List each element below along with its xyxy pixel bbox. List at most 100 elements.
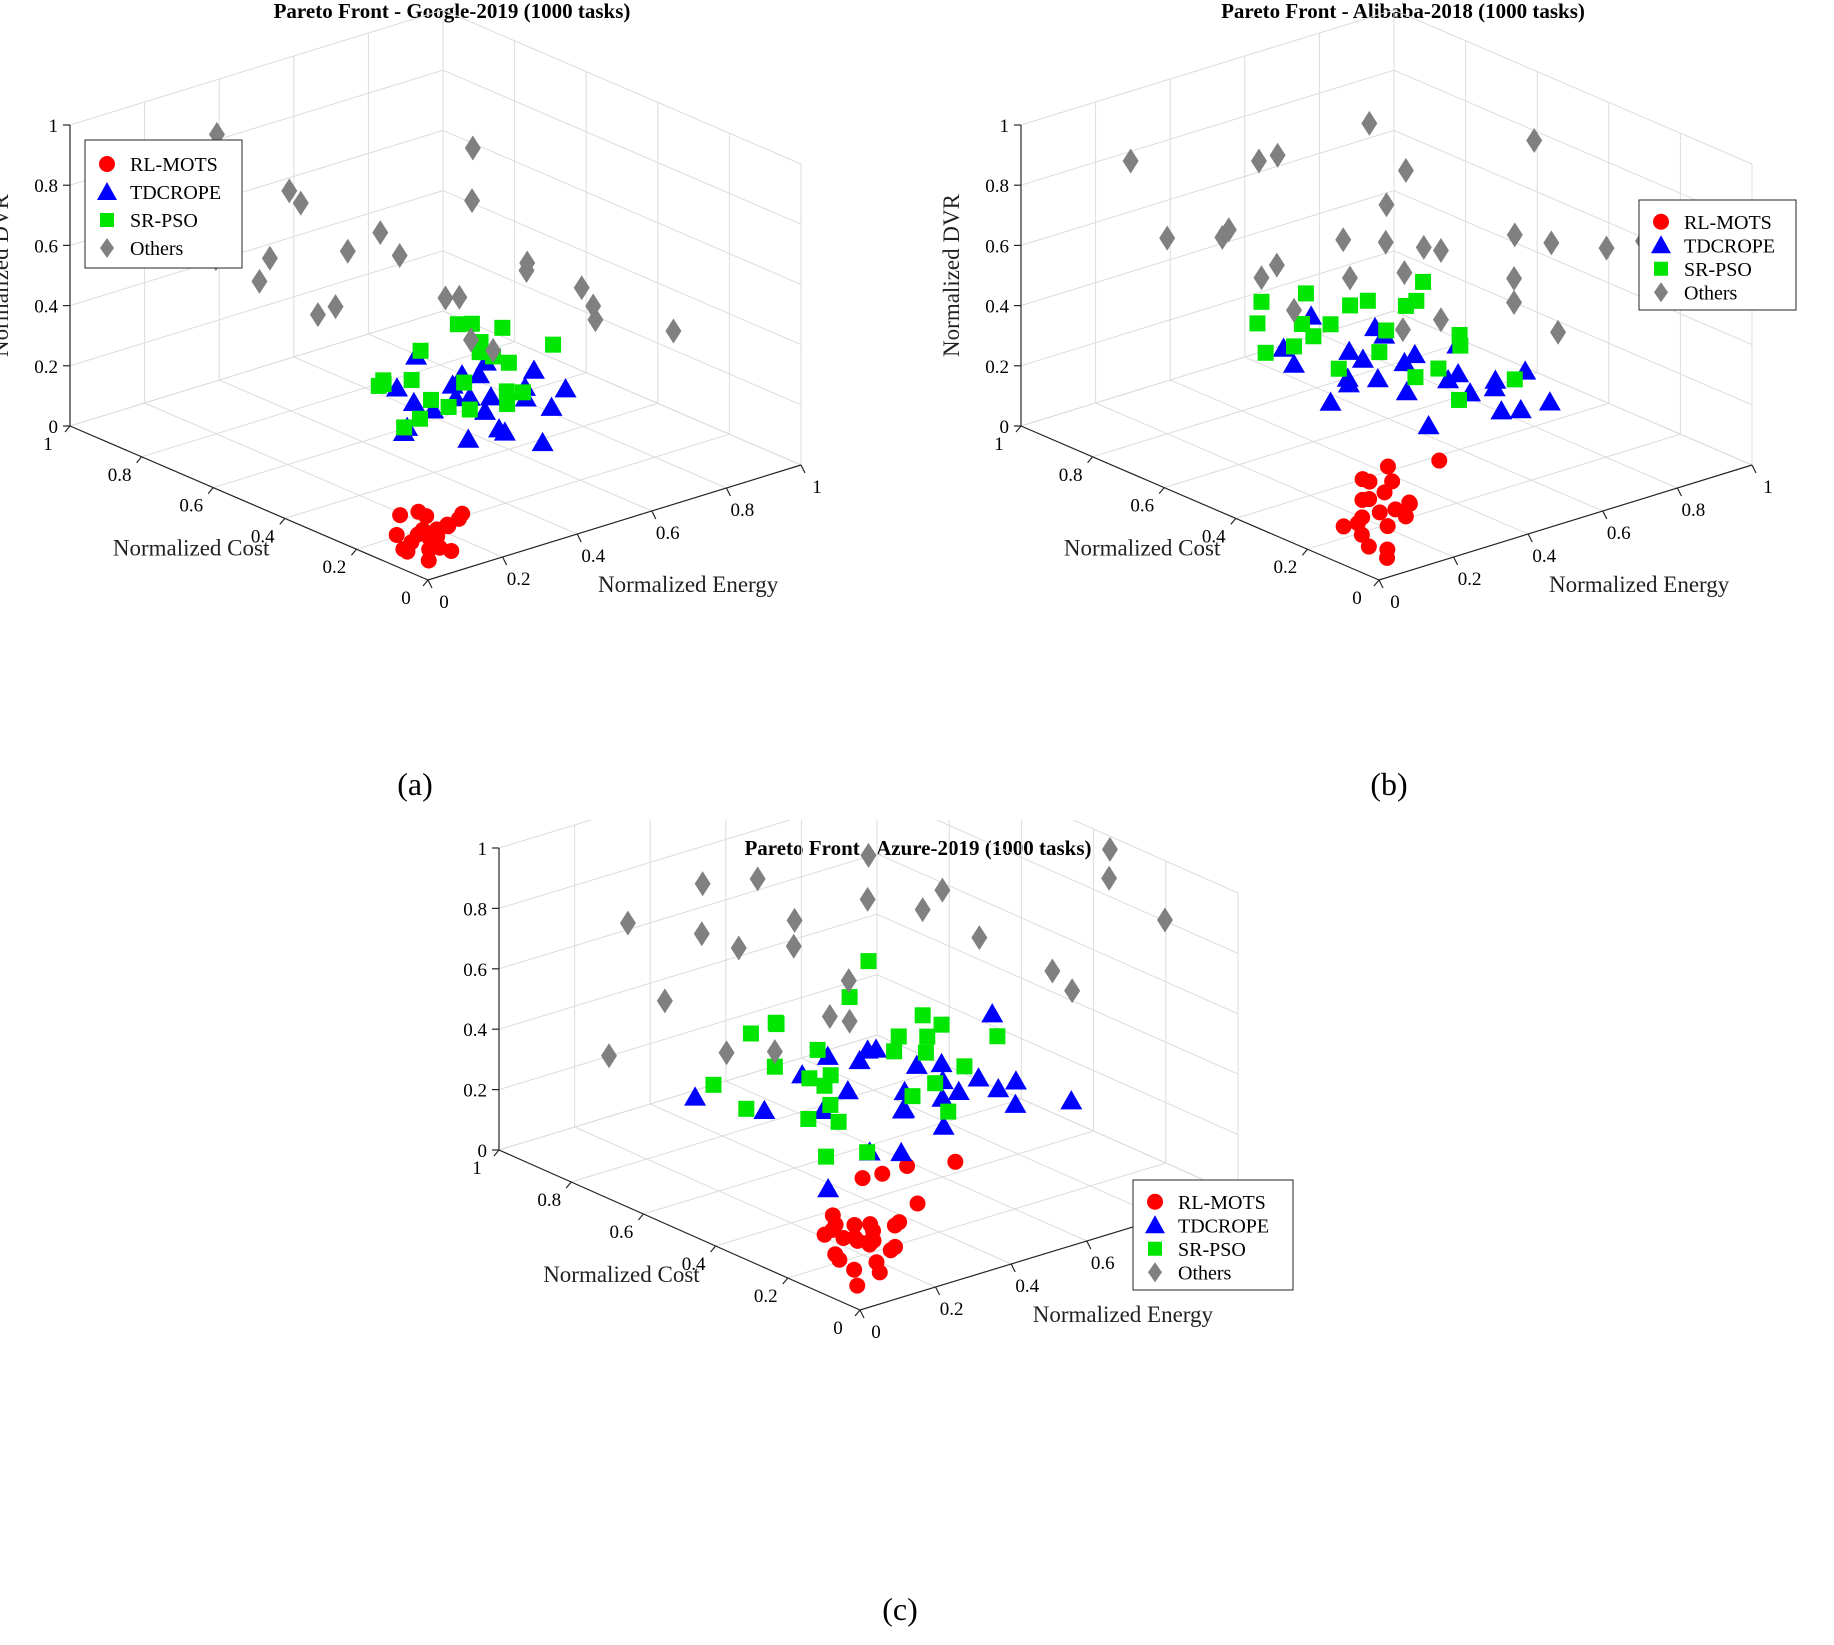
legend-marker-sr-pso — [100, 213, 114, 227]
others-point — [1378, 192, 1395, 218]
z-tick-label: 1 — [478, 839, 488, 860]
z-tick-label: 0 — [478, 1141, 488, 1162]
others-point — [1044, 958, 1061, 984]
tdcrope-point — [1403, 343, 1426, 364]
x-tick-label: 0 — [871, 1322, 881, 1343]
others-point — [261, 245, 278, 271]
x-axis-label: Normalized Energy — [1033, 1302, 1214, 1327]
grid-line — [876, 974, 1239, 1136]
legend-label: Others — [1684, 282, 1738, 304]
sr-pso-point — [461, 401, 478, 418]
sr-pso-point — [766, 1058, 783, 1075]
tdcrope-point — [981, 1003, 1004, 1023]
rl-mots-point — [392, 507, 409, 524]
sr-pso-point — [940, 1103, 957, 1120]
sr-pso-point — [859, 1144, 876, 1161]
rl-mots-point — [1379, 458, 1396, 475]
rl-mots-point — [846, 1216, 863, 1233]
tdcrope-point — [1319, 391, 1342, 411]
legend-marker-others — [1654, 282, 1668, 303]
others-point — [730, 935, 747, 961]
grid-line — [1307, 433, 1681, 550]
sr-pso-point — [860, 953, 877, 970]
sr-pso-point — [822, 1096, 839, 1113]
legend-label: SR-PSO — [1684, 259, 1752, 281]
tdcrope-point — [817, 1178, 840, 1198]
tdcrope-point — [522, 359, 545, 379]
tdcrope-point — [816, 1045, 839, 1065]
grid-line — [1393, 9, 1753, 165]
x-tick — [1676, 487, 1682, 497]
sr-pso-point — [449, 316, 466, 333]
grid-line — [1072, 820, 1239, 894]
others-point — [785, 933, 802, 959]
x-tick — [1751, 464, 1757, 474]
sr-pso-point — [1506, 371, 1523, 388]
x-tick — [576, 533, 582, 543]
x-tick-label: 0 — [439, 592, 449, 613]
grid-line — [1020, 129, 1395, 246]
tdcrope-point — [930, 1052, 953, 1073]
others-point — [1064, 978, 1081, 1004]
rl-mots-point — [827, 1216, 844, 1233]
others-point — [1122, 148, 1139, 174]
sr-pso-point — [375, 375, 392, 392]
y-tick-label: 0.8 — [537, 1190, 561, 1211]
tdcrope-point — [1393, 351, 1416, 372]
grid-line — [571, 1066, 950, 1183]
grid-line — [1393, 69, 1753, 225]
others-point — [841, 1008, 858, 1034]
y-tick — [782, 1277, 789, 1285]
others-point — [1253, 265, 1270, 291]
x-tick — [1378, 579, 1384, 589]
z-tick-label: 0.8 — [34, 176, 58, 197]
tdcrope-point — [947, 1080, 970, 1100]
sr-pso-point — [801, 1070, 818, 1087]
tdcrope-point — [1283, 353, 1305, 373]
rl-mots-point — [909, 1195, 926, 1212]
sr-pso-point — [917, 1044, 934, 1061]
rl-mots-point — [1371, 504, 1388, 521]
sr-pso-point — [1322, 316, 1339, 333]
sr-pso-point — [411, 410, 428, 427]
rl-mots-point — [846, 1229, 863, 1246]
y-tick-label: 0.8 — [108, 465, 132, 486]
others-point — [1394, 317, 1411, 343]
others-point — [1396, 260, 1413, 286]
tdcrope-point — [1395, 380, 1418, 401]
grid-line — [1020, 69, 1395, 186]
z-tick-label: 0.4 — [34, 297, 58, 318]
legend-marker-rl-mots — [1653, 213, 1669, 230]
others-point — [971, 925, 988, 951]
z-tick-label: 0.6 — [985, 236, 1009, 257]
chart-azure-2019: Pareto Front - Azure-2019 (1000 tasks) 0 0… — [463, 820, 1294, 1627]
chart-title: Pareto Front - Azure-2019 (1000 tasks) — [744, 836, 1091, 860]
rl-mots-point — [1349, 515, 1366, 532]
others-point — [1159, 225, 1176, 251]
z-tick-label: 0.8 — [985, 176, 1009, 197]
chart-title: Pareto Front - Alibaba-2018 (1000 tasks) — [1221, 0, 1585, 23]
others-point — [934, 877, 951, 903]
sr-pso-point — [1359, 292, 1376, 309]
x-tick-label: 0.4 — [581, 546, 605, 567]
z-tick-label: 0.4 — [463, 1020, 487, 1041]
rl-mots-point — [854, 1170, 871, 1187]
grid-line — [1393, 250, 1753, 406]
data-points — [1122, 110, 1652, 566]
x-tick — [935, 1286, 941, 1296]
tdcrope-point — [848, 1049, 871, 1070]
others-point — [1335, 227, 1352, 253]
x-tick-label: 1 — [1763, 477, 1773, 498]
axes — [1014, 124, 1757, 589]
sr-pso-point — [768, 1016, 785, 1033]
sr-pso-point — [1415, 273, 1432, 290]
legend: RL-MOTS TDCROPE SR-PSO Others — [84, 139, 243, 269]
grid-line — [69, 250, 444, 367]
y-tick-label: 0.8 — [1059, 465, 1083, 486]
rl-mots-point — [431, 539, 448, 556]
legend-marker-tdcrope — [1651, 235, 1671, 254]
sr-pso-point — [1407, 369, 1424, 386]
rl-mots-point — [1379, 541, 1396, 558]
x-tick-label: 0.4 — [1015, 1276, 1039, 1297]
y-tick-label: 0.6 — [610, 1222, 634, 1243]
